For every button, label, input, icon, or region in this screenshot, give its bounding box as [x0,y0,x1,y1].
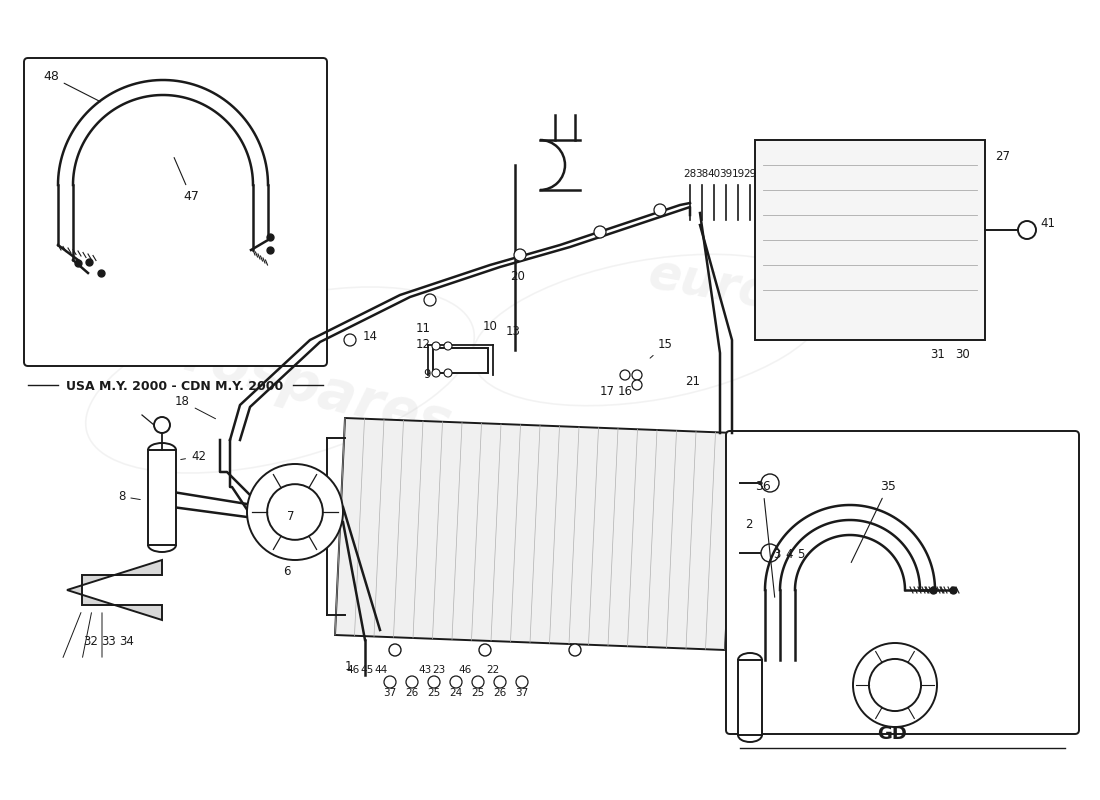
Circle shape [516,676,528,688]
Circle shape [594,226,606,238]
Text: eurospares: eurospares [443,417,798,543]
Text: 21: 21 [685,375,700,388]
Circle shape [450,676,462,688]
Text: 4: 4 [785,548,792,561]
Text: 38: 38 [695,169,708,179]
Text: 3: 3 [773,548,780,561]
Text: 39: 39 [719,169,733,179]
Text: 41: 41 [1040,217,1055,230]
Text: 24: 24 [450,688,463,698]
Text: 5: 5 [798,548,804,561]
Text: 43: 43 [418,665,431,675]
Text: 33: 33 [101,635,116,648]
Circle shape [1018,221,1036,239]
Text: 26: 26 [494,688,507,698]
Circle shape [154,417,170,433]
Circle shape [761,474,779,492]
Text: 6: 6 [283,565,290,578]
Circle shape [267,484,322,540]
Text: eurospares: eurospares [103,309,456,451]
Polygon shape [67,560,162,620]
Circle shape [424,294,436,306]
Text: 48: 48 [43,70,100,102]
Text: 1: 1 [345,660,352,673]
Circle shape [444,342,452,350]
Circle shape [384,676,396,688]
Text: USA M.Y. 2000 - CDN M.Y. 2000: USA M.Y. 2000 - CDN M.Y. 2000 [66,380,284,393]
Text: 46: 46 [459,665,472,675]
Text: 16: 16 [618,385,632,398]
Circle shape [432,342,440,350]
Circle shape [761,544,779,562]
Circle shape [632,380,642,390]
Text: 14: 14 [363,330,378,343]
Bar [755,140,984,340]
FancyBboxPatch shape [24,58,327,366]
Bar [148,450,176,545]
Text: eurospares: eurospares [645,250,956,350]
Text: 9: 9 [424,368,430,381]
Circle shape [472,676,484,688]
Circle shape [248,464,343,560]
Circle shape [514,249,526,261]
Polygon shape [336,418,735,650]
Text: 27: 27 [996,150,1010,163]
Circle shape [432,369,440,377]
Circle shape [478,644,491,656]
Text: 34: 34 [119,635,134,648]
Text: 19: 19 [732,169,745,179]
Circle shape [344,334,356,346]
Text: 20: 20 [510,270,525,283]
Text: 46: 46 [346,665,360,675]
Text: GD: GD [877,725,906,743]
Circle shape [428,676,440,688]
Text: 35: 35 [851,480,895,562]
Text: 22: 22 [486,665,499,675]
Text: 37: 37 [516,688,529,698]
Text: 11: 11 [416,322,431,335]
Circle shape [406,676,418,688]
Circle shape [869,659,921,711]
Text: 37: 37 [384,688,397,698]
Text: 10: 10 [483,320,498,333]
Text: 40: 40 [707,169,721,179]
Circle shape [632,370,642,380]
Text: 31: 31 [930,348,945,361]
Text: 42: 42 [180,450,206,463]
Text: 36: 36 [755,480,774,598]
Text: 18: 18 [175,395,216,418]
Bar [738,660,762,735]
Text: 26: 26 [406,688,419,698]
Text: 2: 2 [745,518,752,531]
Text: 29: 29 [744,169,757,179]
Circle shape [569,644,581,656]
Circle shape [852,643,937,727]
Circle shape [389,644,402,656]
Circle shape [620,370,630,380]
Text: 7: 7 [287,510,295,523]
Text: 28: 28 [683,169,696,179]
Circle shape [444,369,452,377]
Circle shape [494,676,506,688]
Text: 23: 23 [432,665,446,675]
Text: 12: 12 [416,338,431,351]
Circle shape [654,204,666,216]
Text: 45: 45 [361,665,374,675]
Text: 25: 25 [428,688,441,698]
Text: 32: 32 [82,635,98,648]
Bar [433,348,488,373]
Text: 15: 15 [650,338,673,358]
Text: 8: 8 [118,490,141,503]
Text: 44: 44 [374,665,387,675]
Text: 25: 25 [472,688,485,698]
FancyBboxPatch shape [726,431,1079,734]
Text: 17: 17 [600,385,615,398]
Text: 47: 47 [174,158,199,203]
Text: 30: 30 [955,348,970,361]
Text: 13: 13 [506,325,521,338]
